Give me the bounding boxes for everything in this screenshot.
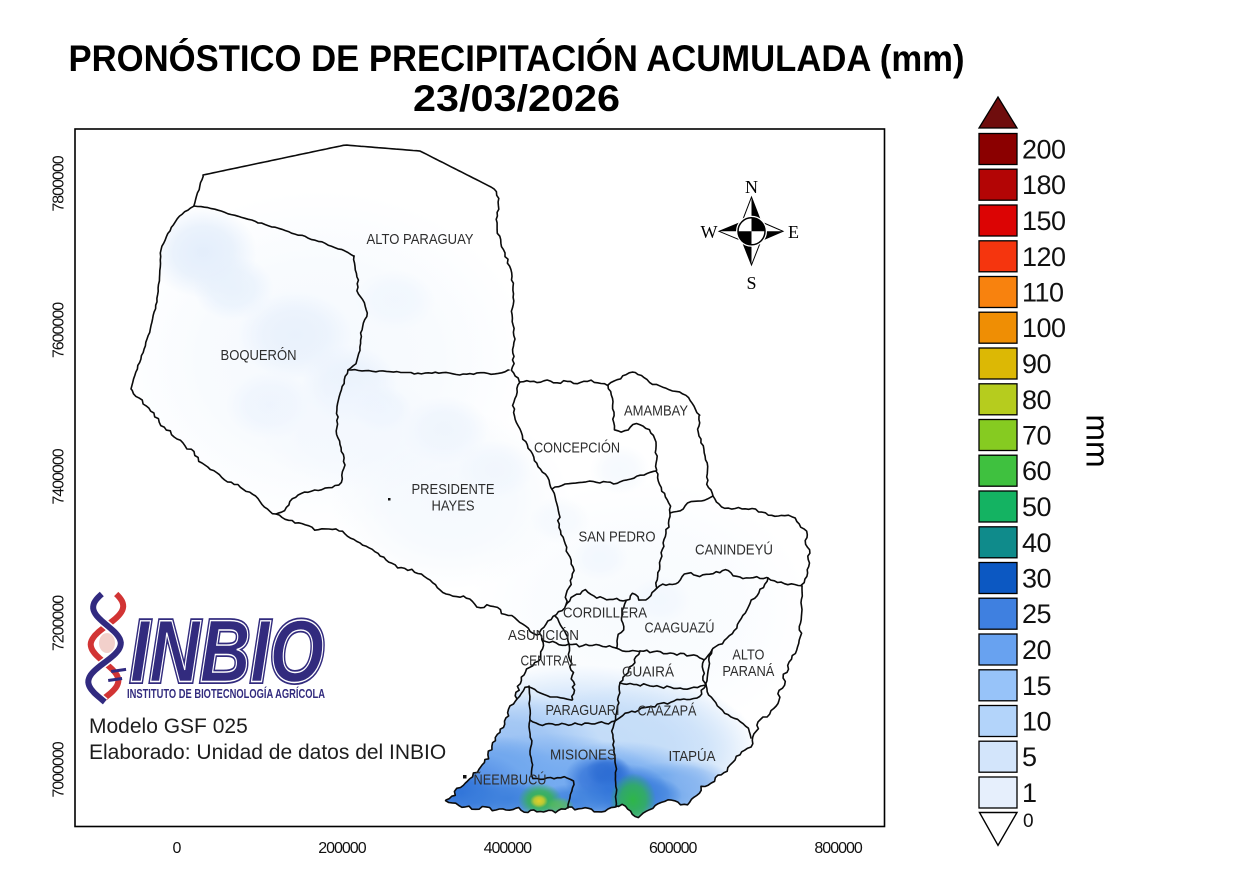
svg-text:7200000: 7200000: [51, 595, 68, 651]
svg-text:30: 30: [1022, 564, 1051, 594]
svg-text:PRONÓSTICO DE PRECIPITACIÓN AC: PRONÓSTICO DE PRECIPITACIÓN ACUMULADA (m…: [69, 37, 965, 79]
svg-text:20: 20: [1022, 635, 1051, 665]
svg-text:S: S: [746, 273, 756, 293]
svg-text:E: E: [788, 222, 799, 242]
svg-text:110: 110: [1022, 278, 1064, 308]
svg-text:5: 5: [1022, 742, 1037, 772]
svg-text:90: 90: [1022, 349, 1051, 379]
svg-text:7600000: 7600000: [51, 302, 68, 358]
svg-text:ALTO: ALTO: [732, 646, 764, 663]
svg-text:7000000: 7000000: [51, 741, 68, 797]
svg-text:10: 10: [1022, 707, 1051, 737]
svg-text:MISIONES: MISIONES: [550, 746, 616, 763]
svg-text:CORDILLERA: CORDILLERA: [563, 604, 647, 621]
svg-text:ITAPÚA: ITAPÚA: [669, 748, 716, 765]
svg-text:25: 25: [1022, 599, 1051, 629]
svg-text:PARAGUARI: PARAGUARI: [546, 702, 620, 719]
svg-text:ALTO PARAGUAY: ALTO PARAGUAY: [367, 231, 474, 248]
svg-text:CAAGUAZÚ: CAAGUAZÚ: [645, 619, 715, 636]
svg-text:60: 60: [1022, 456, 1051, 486]
svg-text:N: N: [745, 177, 758, 197]
svg-text:W: W: [701, 222, 718, 242]
svg-text:INSTITUTO DE BIOTECNOLOGÍA AGR: INSTITUTO DE BIOTECNOLOGÍA AGRÍCOLA: [127, 686, 325, 701]
svg-text:Elaborado: Unidad de datos del: Elaborado: Unidad de datos del INBIO: [89, 741, 446, 764]
svg-text:0: 0: [173, 840, 182, 857]
svg-text:180: 180: [1022, 170, 1066, 200]
svg-text:7800000: 7800000: [51, 155, 68, 211]
svg-text:150: 150: [1022, 206, 1066, 236]
svg-text:40: 40: [1022, 528, 1051, 558]
svg-text:100: 100: [1022, 313, 1066, 343]
svg-text:mm: mm: [1080, 414, 1116, 467]
svg-text:GUAIRÁ: GUAIRÁ: [622, 663, 674, 680]
svg-text:23/03/2026: 23/03/2026: [413, 78, 620, 119]
svg-text:600000: 600000: [649, 840, 697, 857]
svg-text:AMAMBAY: AMAMBAY: [624, 402, 688, 419]
svg-text:120: 120: [1022, 242, 1066, 272]
svg-text:200: 200: [1022, 135, 1066, 165]
svg-text:50: 50: [1022, 492, 1051, 522]
svg-text:80: 80: [1022, 385, 1051, 415]
svg-text:SAN PEDRO: SAN PEDRO: [579, 528, 656, 545]
svg-text:PARANÁ: PARANÁ: [722, 663, 774, 680]
svg-text:CAAZAPÁ: CAAZAPÁ: [638, 702, 697, 719]
svg-text:PRESIDENTE: PRESIDENTE: [412, 481, 495, 498]
svg-text:CENTRAL: CENTRAL: [521, 652, 577, 669]
svg-text:INBIO: INBIO: [130, 602, 324, 701]
svg-text:Modelo GSF 025: Modelo GSF 025: [89, 715, 248, 738]
svg-text:1: 1: [1022, 778, 1037, 808]
svg-text:BOQUERÓN: BOQUERÓN: [221, 347, 297, 364]
svg-text:ASUNCIÓN: ASUNCIÓN: [508, 627, 579, 644]
svg-text:800000: 800000: [814, 840, 862, 857]
svg-text:7400000: 7400000: [51, 448, 68, 504]
svg-text:0: 0: [1023, 811, 1034, 832]
svg-text:400000: 400000: [484, 840, 532, 857]
svg-text:200000: 200000: [318, 840, 366, 857]
svg-text:15: 15: [1022, 671, 1051, 701]
svg-text:ÑEEMBUCÚ: ÑEEMBUCÚ: [474, 771, 547, 788]
svg-text:CANINDEYÚ: CANINDEYÚ: [695, 541, 773, 558]
svg-text:70: 70: [1022, 421, 1051, 451]
svg-text:CONCEPCIÓN: CONCEPCIÓN: [534, 439, 620, 456]
svg-text:INBIO: INBIO: [130, 602, 324, 701]
svg-text:HAYES: HAYES: [432, 497, 475, 514]
